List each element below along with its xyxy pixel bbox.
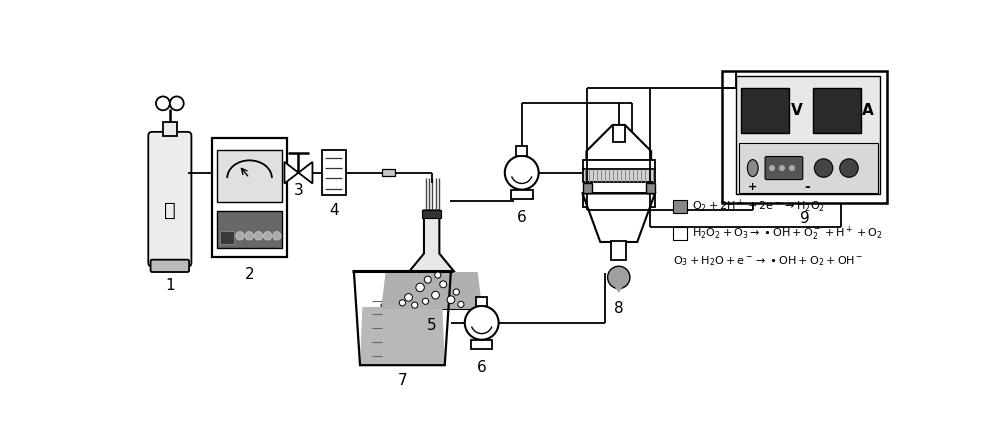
FancyBboxPatch shape (583, 184, 592, 194)
FancyBboxPatch shape (765, 156, 803, 180)
Text: 9: 9 (800, 212, 810, 226)
Circle shape (424, 276, 431, 283)
Text: $\mathregular{H_2O_2 + O_3 \rightarrow \bullet OH + O_2^- + H^+ + O_2}$: $\mathregular{H_2O_2 + O_3 \rightarrow \… (692, 224, 883, 243)
Circle shape (156, 96, 170, 110)
Circle shape (405, 293, 412, 301)
Circle shape (273, 232, 281, 240)
FancyBboxPatch shape (163, 122, 177, 136)
Circle shape (840, 159, 858, 177)
FancyBboxPatch shape (220, 231, 234, 244)
FancyBboxPatch shape (741, 88, 789, 133)
Circle shape (453, 289, 459, 295)
FancyBboxPatch shape (322, 150, 346, 195)
FancyBboxPatch shape (511, 190, 533, 199)
Polygon shape (284, 162, 298, 184)
Circle shape (254, 232, 263, 240)
Text: A: A (862, 103, 874, 118)
FancyBboxPatch shape (151, 260, 189, 272)
FancyBboxPatch shape (583, 159, 655, 170)
Text: 7: 7 (398, 373, 407, 388)
Polygon shape (586, 125, 651, 160)
Circle shape (814, 159, 833, 177)
FancyBboxPatch shape (813, 88, 861, 133)
Text: -: - (804, 180, 810, 194)
Circle shape (422, 298, 429, 304)
FancyBboxPatch shape (736, 76, 880, 194)
Circle shape (465, 306, 499, 340)
Circle shape (505, 156, 539, 190)
FancyBboxPatch shape (611, 241, 626, 261)
Text: 1: 1 (165, 279, 175, 293)
Circle shape (447, 296, 455, 304)
FancyBboxPatch shape (583, 194, 655, 207)
Circle shape (779, 165, 785, 171)
Ellipse shape (747, 159, 758, 177)
FancyBboxPatch shape (673, 227, 687, 240)
Circle shape (432, 291, 439, 299)
Polygon shape (382, 272, 482, 309)
FancyBboxPatch shape (471, 340, 492, 349)
FancyBboxPatch shape (583, 169, 655, 182)
Circle shape (263, 232, 272, 240)
Polygon shape (583, 194, 655, 242)
Text: 8: 8 (614, 301, 624, 317)
Text: V: V (791, 103, 803, 118)
Text: 2: 2 (245, 267, 254, 282)
FancyBboxPatch shape (212, 138, 287, 258)
FancyBboxPatch shape (148, 132, 191, 267)
FancyBboxPatch shape (613, 125, 625, 142)
Text: 6: 6 (477, 360, 487, 375)
FancyBboxPatch shape (422, 210, 441, 218)
FancyBboxPatch shape (739, 143, 878, 193)
Text: 4: 4 (329, 203, 339, 218)
FancyBboxPatch shape (217, 150, 282, 202)
Polygon shape (382, 210, 482, 309)
Circle shape (789, 165, 795, 171)
Circle shape (435, 272, 441, 278)
Polygon shape (360, 307, 445, 365)
Circle shape (236, 232, 244, 240)
Circle shape (440, 281, 447, 288)
Polygon shape (298, 162, 312, 184)
Circle shape (245, 232, 253, 240)
Circle shape (416, 283, 424, 292)
Circle shape (608, 266, 630, 289)
Text: +: + (748, 181, 757, 191)
FancyBboxPatch shape (673, 201, 687, 213)
Text: $\mathregular{O_2 + 2H^+ + 2e^- \rightarrow H_2O_2}$: $\mathregular{O_2 + 2H^+ + 2e^- \rightar… (692, 198, 825, 215)
Circle shape (458, 301, 464, 307)
Polygon shape (609, 277, 629, 293)
FancyBboxPatch shape (722, 71, 887, 204)
Text: 6: 6 (517, 210, 527, 225)
FancyBboxPatch shape (516, 146, 527, 156)
FancyBboxPatch shape (217, 211, 282, 248)
Circle shape (769, 165, 775, 171)
Text: 3: 3 (294, 183, 303, 198)
Text: 5: 5 (427, 318, 436, 333)
FancyBboxPatch shape (382, 169, 395, 176)
Text: $\mathregular{O_3 + H_2O + e^- \rightarrow \bullet OH + O_2 + OH^-}$: $\mathregular{O_3 + H_2O + e^- \rightarr… (673, 254, 863, 268)
Circle shape (412, 302, 418, 308)
FancyBboxPatch shape (476, 297, 487, 306)
Circle shape (170, 96, 184, 110)
FancyBboxPatch shape (646, 184, 655, 194)
Circle shape (399, 300, 405, 306)
Text: 氧: 氧 (164, 201, 176, 220)
